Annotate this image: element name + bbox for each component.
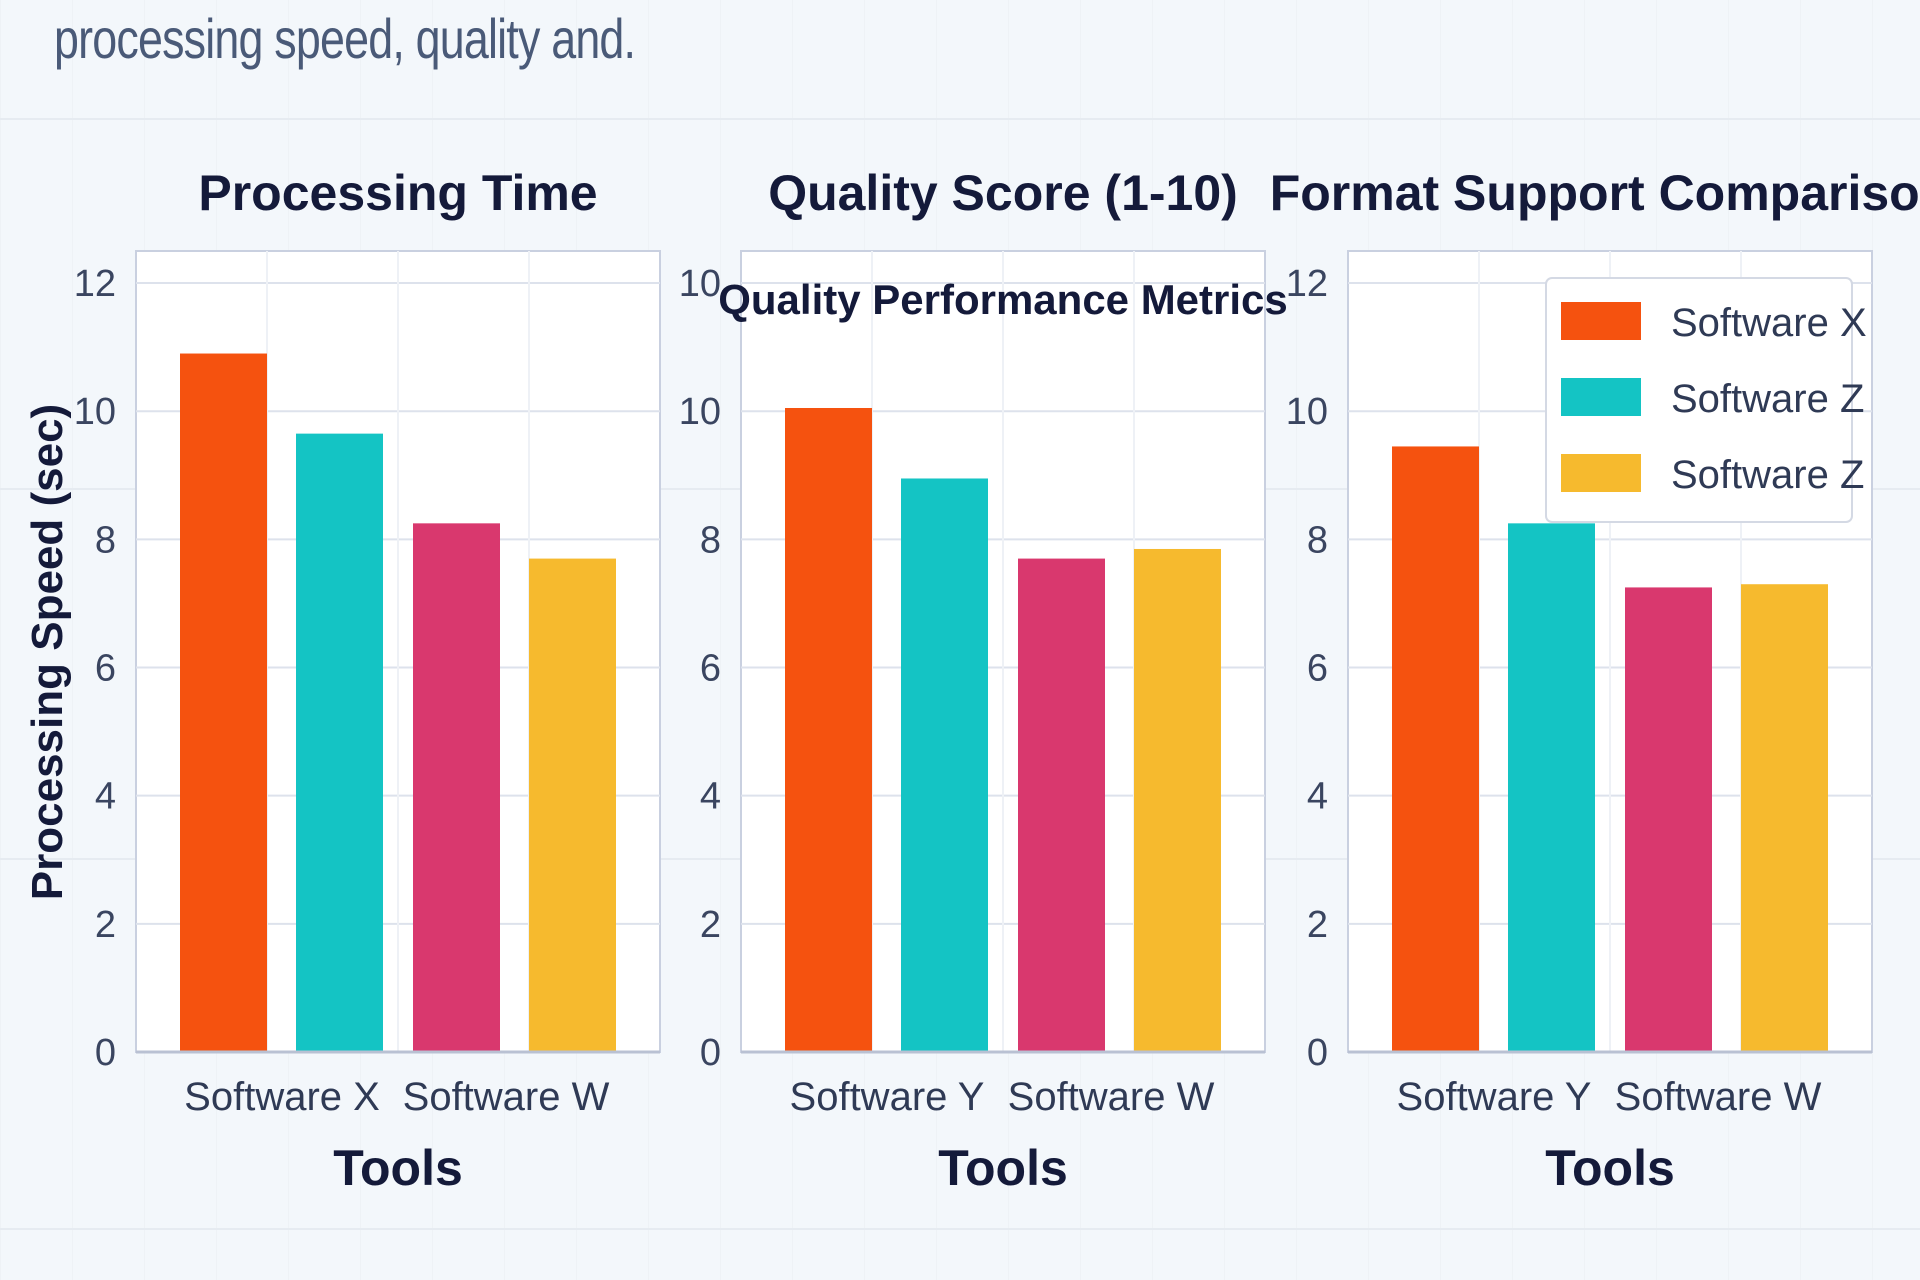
chart-title: Quality Score (1-10) [768,165,1238,221]
chart-panel-3: 0 2 4 6 8 10 12 Format Support Comparison Softwa… [1270,165,1920,1196]
x-axis-title: Tools [1545,1140,1675,1196]
y-tick-label: 6 [1307,648,1328,690]
y-tick-label: 8 [95,519,116,561]
y-tick-label: 2 [95,904,116,946]
bar-software-z [296,433,383,1052]
bar-software-x [1392,446,1479,1053]
legend-label: Software X [1671,301,1867,345]
y-tick-label: 2 [1307,904,1328,946]
bar-software-x [180,353,267,1052]
bar-software-x [785,407,872,1053]
chart-title: Format Support Comparison [1270,165,1920,221]
x-tick-label: Software Y [790,1075,985,1119]
intro-text: processing speed, quality and. [54,7,636,70]
y-tick-label: 4 [1307,776,1328,818]
y-tick-label: 12 [74,263,116,305]
y-tick-label: 4 [700,776,721,818]
bar-software-y [1508,523,1595,1052]
legend-swatch [1561,302,1641,340]
x-axis-title: Tools [938,1140,1068,1196]
x-tick-label: Software X [184,1075,380,1119]
y-tick-label: 6 [95,648,116,690]
y-tick-label: 0 [95,1032,116,1074]
y-tick-label: 10 [74,391,116,433]
y-tick-label: 12 [1286,263,1328,305]
y-axis-title: Processing Speed (sec) [23,404,72,900]
y-tick-label: 2 [700,904,721,946]
chart-subtitle: Quality Performance Metrics [718,276,1288,323]
y-tick-label: 10 [679,391,721,433]
bar-software-w1 [1018,558,1105,1052]
y-tick-label: 10 [1286,391,1328,433]
y-tick-label: 0 [700,1032,721,1074]
legend-label: Software Z [1671,453,1864,497]
chart-title: Processing Time [198,165,597,221]
bar-software-w2 [1741,584,1828,1052]
x-tick-label: Software Y [1397,1075,1592,1119]
x-axis-title: Tools [333,1140,463,1196]
chart-panel-2: 0 2 4 6 8 10 10 Quality Score (1-10) Quality Per… [679,165,1288,1196]
y-tick-label: 8 [1307,519,1328,561]
x-tick-label: Software W [1008,1075,1215,1119]
y-tick-label: 0 [1307,1032,1328,1074]
chart-panel-1: 0 2 4 6 8 10 12 Processing Time Software X Softwa… [23,165,661,1196]
legend-swatch [1561,378,1641,416]
x-tick-label: Software W [403,1075,610,1119]
bar-software-w1 [1625,587,1712,1052]
legend-swatch [1561,454,1641,492]
y-tick-label: 4 [95,776,116,818]
bar-software-w1 [413,523,500,1052]
bar-software-w2 [1134,548,1221,1052]
bar-software-y [901,478,988,1052]
y-tick-label: 6 [700,648,721,690]
bar-software-w2 [529,558,616,1052]
legend-label: Software Z [1671,377,1864,421]
y-tick-label: 10 [679,263,721,305]
x-tick-label: Software W [1615,1075,1822,1119]
y-tick-label: 8 [700,519,721,561]
